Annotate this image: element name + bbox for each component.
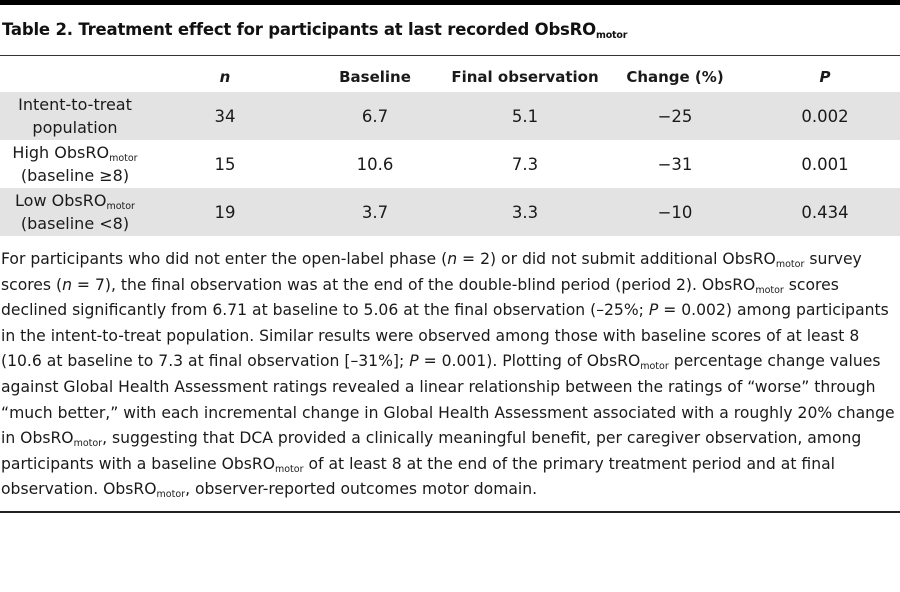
footnote-text: percentage change values against Global … (1, 352, 895, 448)
cell-p-value: 0.001 (801, 154, 849, 174)
footnote-subscript: motor (73, 438, 103, 450)
cell-baseline: 10.6 (356, 154, 394, 174)
row-label-line1: High ObsRO (12, 143, 110, 162)
cell-p-value: 0.434 (801, 202, 849, 222)
footnote-text: scores declined significantly from 6.71 … (1, 275, 839, 320)
cell-change: −31 (657, 154, 693, 174)
header-final-observation: Final observation (451, 67, 599, 86)
footnote-text: , observer-reported outcomes motor domai… (185, 480, 538, 499)
footnote-text: = 0.001). Plotting of ObsRO (418, 352, 641, 371)
cell-change: −10 (657, 202, 693, 222)
table-title-subscript: motor (596, 30, 628, 41)
row-label: Intent-to-treat population (0, 93, 150, 139)
footnote-italic-n: n (62, 275, 72, 294)
row-label-line2: (baseline <8) (20, 214, 130, 233)
cell-n: 15 (214, 154, 236, 174)
footnote-subscript: motor (274, 463, 304, 475)
table-title-text: Table 2. Treatment effect for participan… (2, 20, 597, 39)
footnote-italic-p: P (409, 352, 419, 371)
footnote-text: survey scores ( (1, 250, 862, 294)
header-baseline: Baseline (339, 67, 411, 86)
row-label-subscript: motor (106, 201, 135, 212)
header-change: Change (%) (626, 67, 724, 86)
cell-n: 34 (214, 106, 236, 126)
table-row: High ObsROmotor (baseline ≥8) 15 10.6 7.… (0, 140, 900, 188)
table-header-row: n Baseline Final observation Change (%) … (0, 62, 900, 92)
table-row: Intent-to-treat population 34 6.7 5.1 −2… (0, 92, 900, 140)
cell-n: 19 (214, 202, 236, 222)
footnote-text: = 0.002) among participants in the inten… (1, 301, 889, 371)
footnote-italic-n: n (447, 250, 458, 268)
row-label-line1: Low ObsRO (15, 191, 107, 210)
footnote-subscript: motor (775, 259, 805, 270)
table-row: Low ObsROmotor (baseline <8) 19 3.7 3.3 … (0, 188, 900, 236)
cell-final-observation: 3.3 (511, 202, 539, 222)
header-top-rule (0, 55, 900, 56)
row-label: High ObsROmotor (baseline ≥8) (0, 141, 150, 187)
top-border-rule (0, 0, 900, 5)
footnote-italic-p: P (648, 301, 659, 320)
footnote-subscript: motor (156, 489, 186, 501)
cell-baseline: 3.7 (361, 202, 389, 222)
footnote-text: of at least 8 at the end of the primary … (1, 454, 835, 499)
row-label-line1: Intent-to-treat (18, 95, 132, 114)
footnote-subscript: motor (640, 361, 669, 373)
header-n: n (219, 67, 231, 86)
footnote-text: = 2) or did not submit additional ObsRO (457, 250, 776, 268)
table-bottom-rule (0, 511, 900, 513)
footnote-text: For participants who did not enter the o… (1, 250, 448, 268)
header-p-value: P (819, 67, 831, 86)
cell-final-observation: 7.3 (511, 154, 539, 174)
cell-baseline: 6.7 (361, 106, 389, 126)
row-label: Low ObsROmotor (baseline <8) (0, 189, 150, 235)
cell-change: −25 (657, 106, 693, 126)
row-label-subscript: motor (109, 153, 138, 164)
footnote-subscript: motor (755, 284, 784, 296)
footnote-text: = 7), the final observation was at the e… (71, 275, 756, 294)
row-label-line2: (baseline ≥8) (20, 166, 130, 185)
table-footnote: For participants who did not enter the o… (1, 247, 899, 503)
cell-p-value: 0.002 (801, 106, 849, 126)
cell-final-observation: 5.1 (511, 106, 539, 126)
table-title: Table 2. Treatment effect for participan… (2, 20, 628, 41)
row-label-line2: population (32, 118, 118, 137)
footnote-text: , suggesting that DCA provided a clinica… (1, 429, 862, 473)
